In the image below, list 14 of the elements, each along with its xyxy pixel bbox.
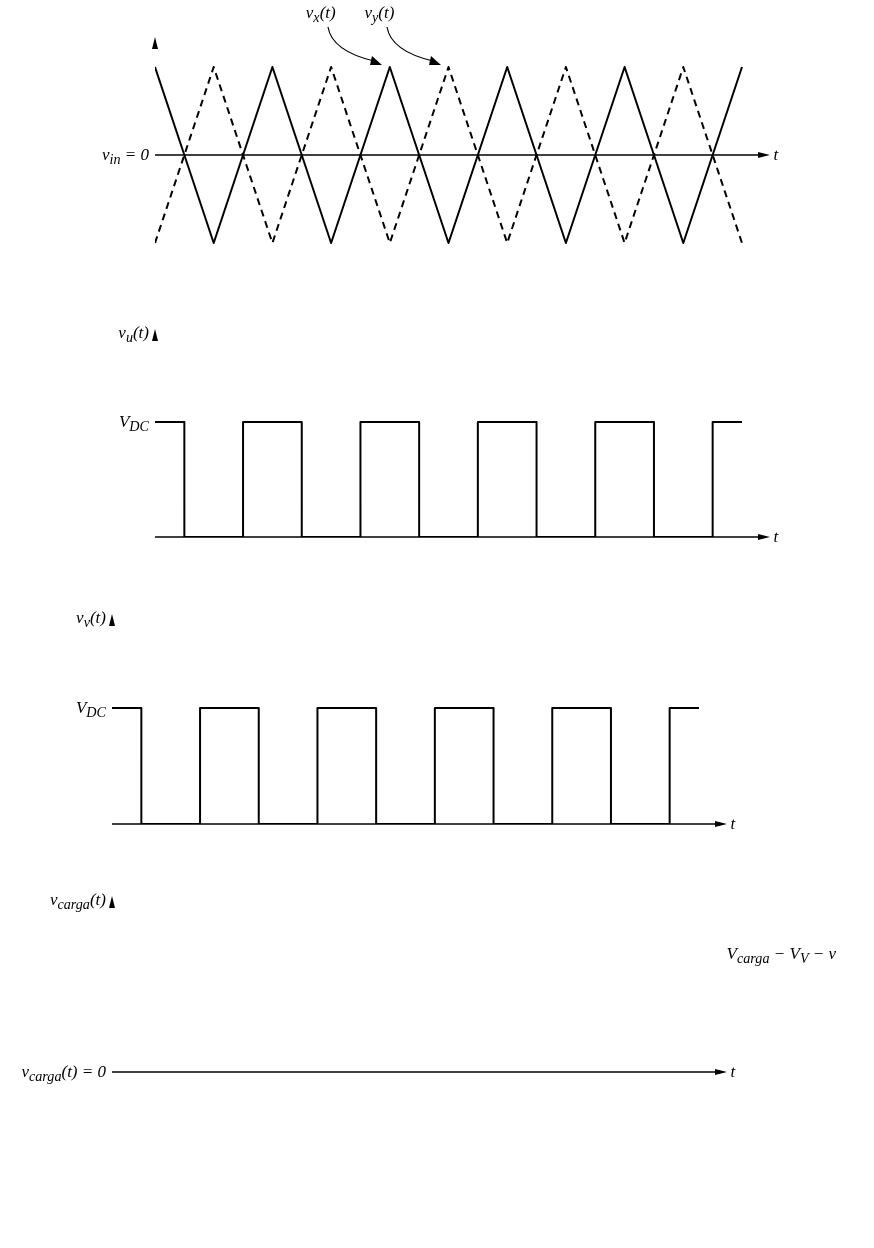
text: v$_{carga}$(t) = 0 [21,1062,106,1087]
text: v$_{y}$(t) [364,3,395,28]
x-axis-title: t [773,145,779,165]
text: V$_{DC}$ [75,697,106,723]
text: v$_{x}$(t) [305,3,336,28]
text: t [730,1062,736,1082]
text: V$_{carga}$ − V$_{V}$ − v [726,944,837,969]
text: V$_{DC}$ [118,412,149,437]
text: v$_{in}$ = 0 [101,145,149,170]
y-axis-title: v$_{v}$(t) [76,608,106,633]
text: v$_{carga}$(t) [49,890,106,915]
y-axis-title: v$_{u}$(t) [118,323,149,348]
x-axis-title: t [730,814,736,834]
x-axis-title: t [773,527,779,547]
